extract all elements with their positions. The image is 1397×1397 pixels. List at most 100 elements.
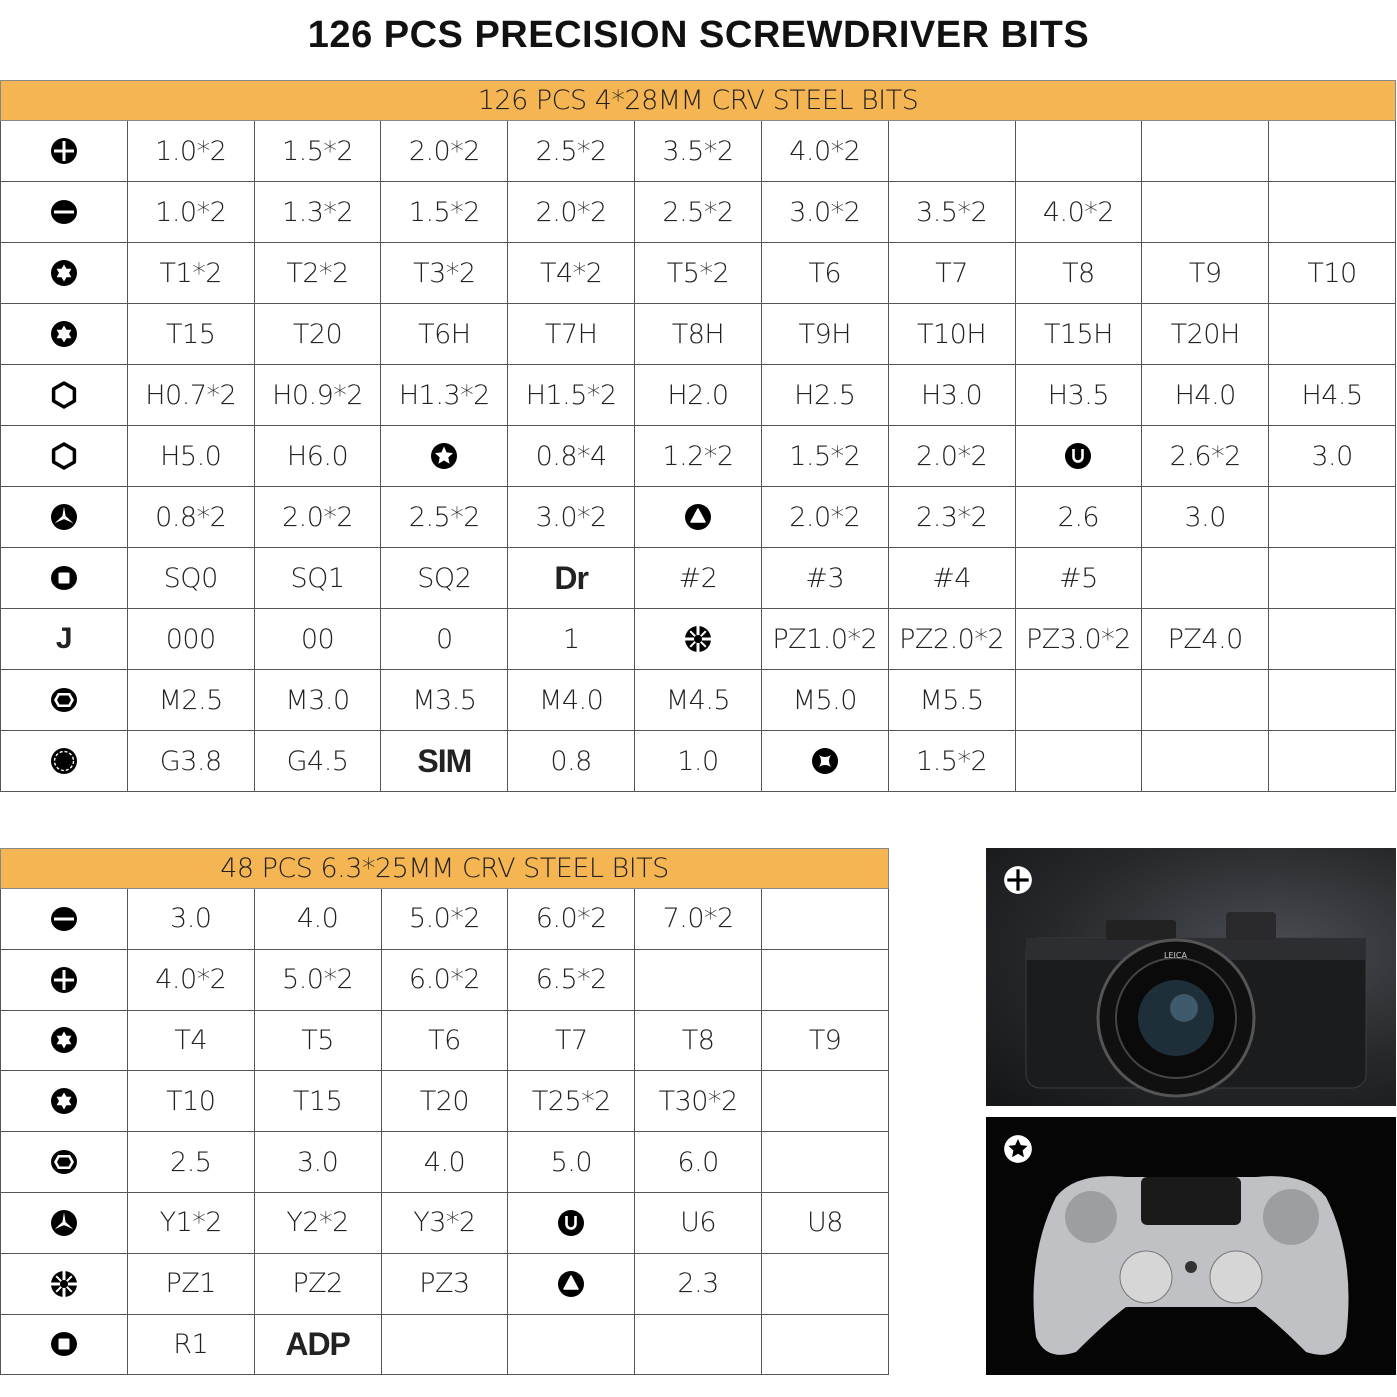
- table-cell: T2*2: [253, 242, 382, 304]
- table-cell: T7: [887, 242, 1016, 304]
- table-cell: M4.0: [507, 669, 636, 731]
- table-cell: 5.0*2: [380, 888, 509, 950]
- table-cell: 1.5*2: [380, 181, 509, 243]
- table-cell: H0.9*2: [253, 364, 382, 426]
- table-cell: 7.0*2: [634, 888, 763, 950]
- table-cell: [1141, 669, 1270, 731]
- table-row: PZ1 PZ2 PZ3 2.3: [0, 1252, 889, 1315]
- table-cell: [1141, 181, 1270, 243]
- table-cell: T6: [380, 1009, 509, 1072]
- table-cell: 2.6*2: [1141, 425, 1270, 487]
- table-cell: [1141, 547, 1270, 609]
- hexnut-icon: [0, 669, 128, 731]
- table-cell: T3*2: [380, 242, 509, 304]
- j-icon: J: [0, 608, 128, 670]
- table-cell: 2.0*2: [760, 486, 889, 548]
- table-cell: 2.0*2: [887, 425, 1016, 487]
- table-cell: M5.5: [887, 669, 1016, 731]
- game-controller-photo: [986, 1117, 1396, 1375]
- table-cell: 1.0*2: [126, 181, 255, 243]
- triwing-icon: [0, 1191, 128, 1254]
- table-cell: 6.5*2: [507, 948, 636, 1011]
- pozidriv-icon: [634, 608, 762, 670]
- table-cell: 2.5*2: [507, 120, 636, 182]
- table-cell: [1268, 120, 1396, 182]
- table-cell: T20H: [1141, 303, 1270, 365]
- table-cell: ADP: [253, 1313, 382, 1376]
- table-cell: [1014, 730, 1143, 792]
- table-cell: Y2*2: [253, 1191, 382, 1254]
- table-cell: PZ1: [126, 1252, 255, 1315]
- table-cell: T20: [380, 1070, 509, 1133]
- table-row: M2.5 M3.0 M3.5 M4.0 M4.5 M5.0 M5.5: [0, 669, 1396, 731]
- table-cell: #5: [1014, 547, 1143, 609]
- table-row: J 000 00 0 1 PZ1.0*2 PZ2.0*2 PZ3.0*2 PZ4.0: [0, 608, 1396, 670]
- table-cell: H3.0: [887, 364, 1016, 426]
- table-cell: Y3*2: [380, 1191, 509, 1254]
- table-cell: #3: [760, 547, 889, 609]
- table-cell: [1268, 669, 1396, 731]
- table-cell: PZ2: [253, 1252, 382, 1315]
- table-cell: 1: [507, 608, 636, 670]
- table-row: T4 T5 T6 T7 T8 T9: [0, 1009, 889, 1072]
- table-cell: PZ2.0*2: [887, 608, 1016, 670]
- table-cell: 2.0*2: [507, 181, 636, 243]
- camera-photo: LEICA: [986, 848, 1396, 1106]
- table-cell: U8: [761, 1191, 889, 1254]
- table-cell: M3.0: [253, 669, 382, 731]
- table-cell: [634, 948, 763, 1011]
- table-cell: PZ3: [380, 1252, 509, 1315]
- table-cell: 1.5*2: [887, 730, 1016, 792]
- table-cell: 3.0: [253, 1131, 382, 1193]
- table-cell: 2.6: [1014, 486, 1143, 548]
- bits-table-6-3x25: 48 PCS 6.3*25MM CRV STEEL BITS 3.0 4.0 5.0*…: [0, 848, 889, 1376]
- table-cell: [1268, 486, 1396, 548]
- hex-icon: [0, 364, 128, 426]
- table-cell: 4.0*2: [1014, 181, 1143, 243]
- table-row: 4.0*2 5.0*2 6.0*2 6.5*2: [0, 948, 889, 1011]
- gear-icon: [0, 730, 128, 792]
- table-cell: 4.0*2: [126, 948, 255, 1011]
- table-row: 1.0*2 1.5*2 2.0*2 2.5*2 3.5*2 4.0*2: [0, 120, 1396, 182]
- table-cell: 1.0*2: [126, 120, 255, 182]
- table-cell: H2.5: [760, 364, 889, 426]
- table-header: 126 PCS 4*28MM CRV STEEL BITS: [0, 80, 1396, 121]
- table-cell: 6.0: [634, 1131, 763, 1193]
- table-row: SQ0 SQ1 SQ2 Dr #2 #3 #4 #5: [0, 547, 1396, 609]
- table-cell: 3.0*2: [507, 486, 636, 548]
- table-cell: [1268, 303, 1396, 365]
- table-cell: Dr: [507, 547, 636, 609]
- table-header: 48 PCS 6.3*25MM CRV STEEL BITS: [0, 848, 889, 889]
- table-cell: T7: [507, 1009, 636, 1072]
- table-cell: T10: [126, 1070, 255, 1133]
- table-cell: 2.5*2: [634, 181, 762, 243]
- table-cell: T7H: [507, 303, 636, 365]
- table-cell: 4.0: [253, 888, 382, 950]
- table-cell: T9H: [760, 303, 889, 365]
- table-cell: SQ2: [380, 547, 509, 609]
- table-cell: Y1*2: [126, 1191, 255, 1254]
- square-icon: [0, 1313, 128, 1376]
- table-cell: 5.0: [507, 1131, 636, 1193]
- table-cell: U6: [634, 1191, 763, 1254]
- table-cell: [1141, 120, 1270, 182]
- table-cell: 3.0*2: [760, 181, 889, 243]
- table-cell: 5.0*2: [253, 948, 382, 1011]
- table-cell: T15: [126, 303, 255, 365]
- table-cell: T25*2: [507, 1070, 636, 1133]
- torx-icon: [0, 1070, 128, 1133]
- table-cell: 6.0*2: [380, 948, 509, 1011]
- square-icon: [0, 547, 128, 609]
- table-row: H5.0 H6.0 0.8*4 1.2*2 1.5*2 2.0*2 2.6*2 3.0: [0, 425, 1396, 487]
- slotted-icon: [0, 888, 128, 950]
- table-cell: 6.0*2: [507, 888, 636, 950]
- page-title: 126 PCS PRECISION SCREWDRIVER BITS: [307, 14, 1090, 56]
- table-cell: 3.0: [1141, 486, 1270, 548]
- table-row: R1 ADP: [0, 1313, 889, 1376]
- table-cell: [761, 1252, 889, 1315]
- table-cell: 2.3: [634, 1252, 763, 1315]
- torx-icon: [0, 1009, 128, 1072]
- table-cell: 00: [253, 608, 382, 670]
- table-cell: 3.5*2: [887, 181, 1016, 243]
- bits-table-4x28: 126 PCS 4*28MM CRV STEEL BITS 1.0*2 1.5*2 2…: [0, 80, 1396, 792]
